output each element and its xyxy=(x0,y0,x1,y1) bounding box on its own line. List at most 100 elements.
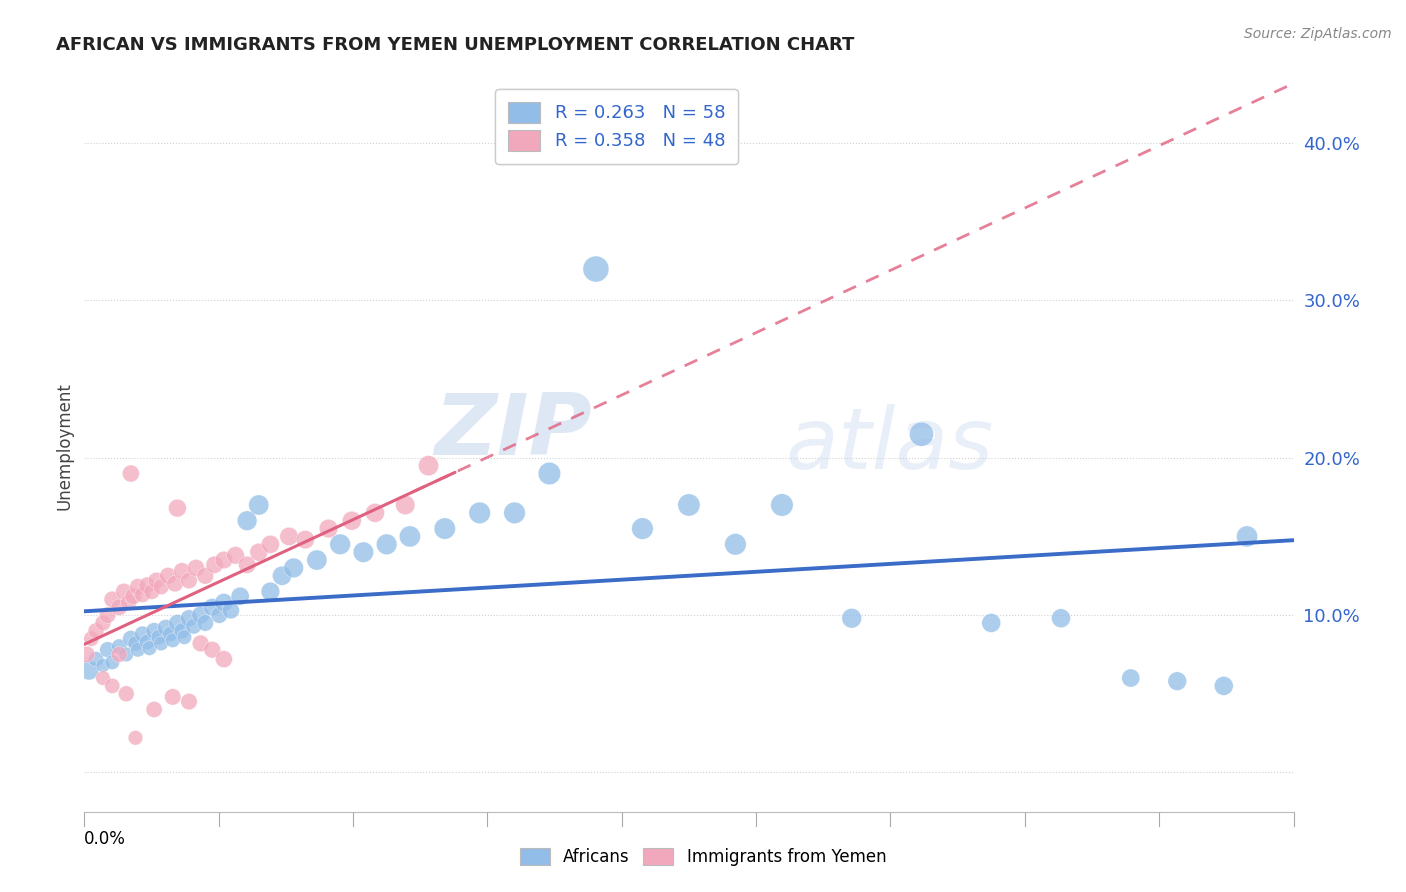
Point xyxy=(538,467,561,481)
Point xyxy=(980,615,1002,630)
Point xyxy=(162,690,184,704)
Point xyxy=(183,619,205,633)
Point xyxy=(433,522,456,536)
Point xyxy=(1212,679,1234,693)
Point xyxy=(318,522,340,536)
Point xyxy=(173,630,195,644)
Point xyxy=(678,498,700,512)
Point xyxy=(236,558,259,572)
Point xyxy=(503,506,526,520)
Point xyxy=(177,574,200,588)
Point xyxy=(585,262,607,277)
Point xyxy=(117,595,139,609)
Text: AFRICAN VS IMMIGRANTS FROM YEMEN UNEMPLOYMENT CORRELATION CHART: AFRICAN VS IMMIGRANTS FROM YEMEN UNEMPLO… xyxy=(56,36,855,54)
Point xyxy=(212,553,235,567)
Point xyxy=(101,679,124,693)
Point xyxy=(127,580,149,594)
Y-axis label: Unemployment: Unemployment xyxy=(55,382,73,510)
Text: atlas: atlas xyxy=(786,404,994,488)
Point xyxy=(271,568,294,582)
Point xyxy=(138,641,160,656)
Point xyxy=(143,702,166,716)
Point xyxy=(166,615,188,630)
Point xyxy=(76,648,98,662)
Point xyxy=(97,608,120,623)
Point xyxy=(124,731,146,745)
Point xyxy=(724,537,747,551)
Point xyxy=(219,603,242,617)
Point xyxy=(375,537,398,551)
Point xyxy=(259,537,281,551)
Point xyxy=(841,611,863,625)
Point xyxy=(204,558,226,572)
Point xyxy=(155,621,177,635)
Point xyxy=(399,529,422,543)
Point xyxy=(127,642,149,657)
Point xyxy=(145,574,167,588)
Text: 0.0%: 0.0% xyxy=(84,830,127,848)
Point xyxy=(91,658,114,673)
Point xyxy=(194,615,217,630)
Point xyxy=(136,635,159,649)
Point xyxy=(157,568,180,582)
Point xyxy=(352,545,374,559)
Point xyxy=(194,568,217,582)
Point xyxy=(150,636,173,650)
Point xyxy=(294,533,316,547)
Point xyxy=(115,687,138,701)
Text: ZIP: ZIP xyxy=(434,390,592,473)
Point xyxy=(212,595,235,609)
Point xyxy=(120,467,142,481)
Point xyxy=(236,514,259,528)
Point xyxy=(247,545,270,559)
Point xyxy=(468,506,491,520)
Point xyxy=(631,522,654,536)
Point xyxy=(136,578,159,592)
Point xyxy=(115,648,138,662)
Point xyxy=(124,636,146,650)
Point xyxy=(80,632,103,646)
Point xyxy=(122,589,145,603)
Legend: R = 0.263   N = 58, R = 0.358   N = 48: R = 0.263 N = 58, R = 0.358 N = 48 xyxy=(495,89,738,163)
Legend: Africans, Immigrants from Yemen: Africans, Immigrants from Yemen xyxy=(512,840,894,875)
Point xyxy=(184,561,207,575)
Point xyxy=(229,589,252,603)
Point xyxy=(108,600,131,615)
Point xyxy=(212,652,235,666)
Point xyxy=(1166,674,1188,689)
Point xyxy=(340,514,363,528)
Point xyxy=(364,506,387,520)
Point xyxy=(97,642,120,657)
Point xyxy=(141,584,163,599)
Point xyxy=(283,561,305,575)
Point xyxy=(201,600,224,615)
Point xyxy=(394,498,416,512)
Point xyxy=(910,427,932,442)
Point xyxy=(329,537,352,551)
Text: Source: ZipAtlas.com: Source: ZipAtlas.com xyxy=(1244,27,1392,41)
Point xyxy=(208,608,231,623)
Point xyxy=(225,549,247,563)
Point xyxy=(77,663,100,677)
Point xyxy=(259,584,281,599)
Point xyxy=(112,584,135,599)
Point xyxy=(278,529,301,543)
Point xyxy=(1050,611,1073,625)
Point xyxy=(163,576,186,591)
Point xyxy=(84,624,107,638)
Point xyxy=(148,630,170,644)
Point xyxy=(162,633,184,648)
Point xyxy=(770,498,793,512)
Point xyxy=(1236,529,1258,543)
Point xyxy=(190,608,212,623)
Point xyxy=(131,627,153,641)
Point xyxy=(201,642,224,657)
Point xyxy=(177,611,200,625)
Point xyxy=(101,655,124,669)
Point xyxy=(305,553,328,567)
Point xyxy=(159,627,181,641)
Point xyxy=(108,648,131,662)
Point xyxy=(1119,671,1142,685)
Point xyxy=(120,632,142,646)
Point xyxy=(170,624,193,638)
